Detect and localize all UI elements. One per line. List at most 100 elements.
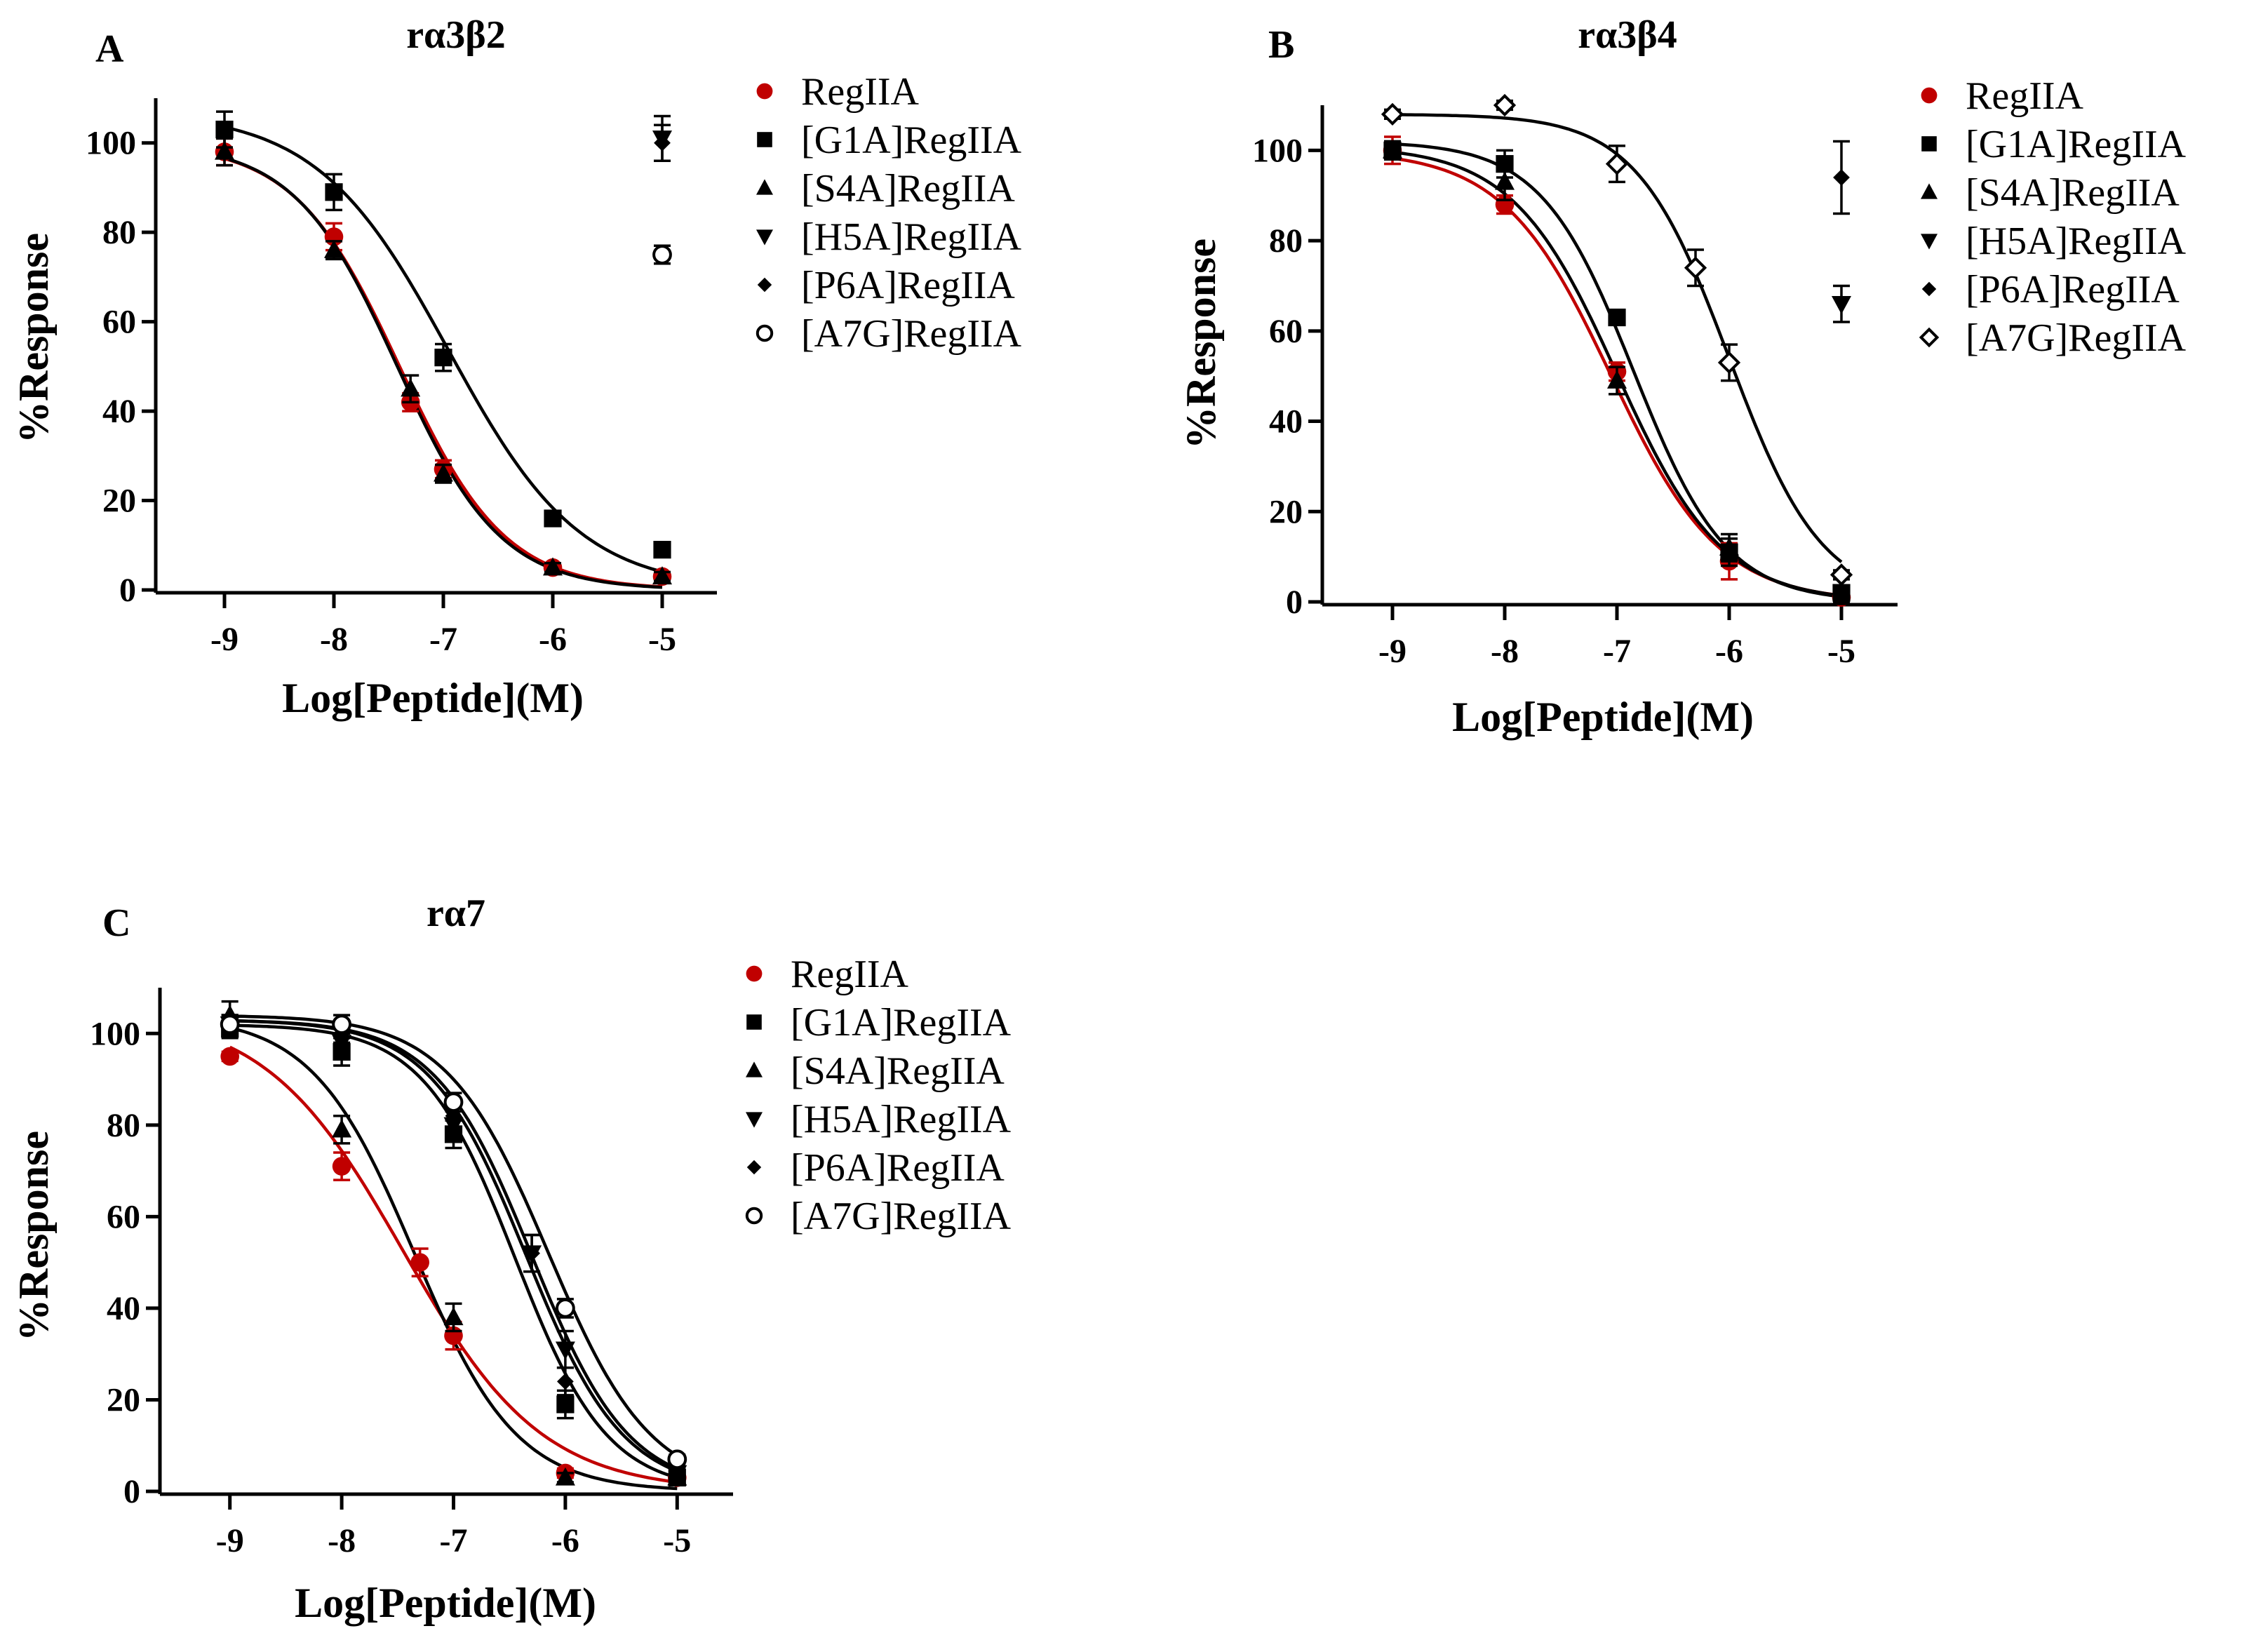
data-point [557, 1373, 574, 1390]
legend-entry: [A7G]RegIIA [791, 1195, 1012, 1238]
legend-entry: [S4A]RegIIA [791, 1049, 1005, 1093]
y-tick-label: 20 [102, 483, 136, 520]
data-point [544, 509, 562, 528]
legend-entry: RegIIA [801, 70, 920, 114]
data-point [1605, 152, 1629, 175]
legend-marker [1921, 136, 1937, 152]
fit-curve [224, 156, 663, 589]
data-point [410, 1253, 429, 1272]
y-tick-label: 0 [1286, 584, 1303, 621]
legend-entry: RegIIA [1966, 74, 2084, 118]
legend-marker [1921, 183, 1938, 199]
data-point [443, 1092, 464, 1113]
data-point [215, 121, 234, 139]
legend-entry: RegIIA [791, 953, 909, 996]
x-axis-label: Log[Peptide](M) [295, 1580, 596, 1626]
x-tick-label: -9 [210, 621, 239, 658]
legend-marker [757, 277, 772, 293]
x-tick-label: -5 [1827, 633, 1855, 670]
data-point [1608, 308, 1626, 327]
x-tick-label: -5 [663, 1522, 691, 1559]
legend-entry: [P6A]RegIIA [801, 264, 1015, 307]
fit-curve [224, 126, 663, 574]
data-point [220, 1047, 240, 1066]
legend-entry: [S4A]RegIIA [801, 167, 1015, 210]
data-point [220, 1014, 240, 1035]
data-point [1830, 563, 1853, 586]
y-tick-label: 20 [107, 1381, 140, 1418]
legend-marker [756, 83, 773, 100]
data-point [332, 1157, 351, 1176]
x-tick-label: -8 [1491, 633, 1519, 670]
data-point [523, 1244, 540, 1262]
legend-marker [746, 1061, 763, 1077]
data-point [1684, 256, 1707, 279]
data-point [1833, 169, 1850, 186]
plot-area: 0 20 40 60 80 100 -9 -8 -7 -6 -5 [90, 988, 733, 1559]
data-point [652, 566, 672, 585]
data-point [1495, 171, 1515, 190]
data-point [555, 1467, 575, 1486]
y-tick-label: 80 [102, 214, 136, 251]
plot-area: 0 20 40 60 80 100 -9 -8 -7 -6 -5 [1252, 93, 1898, 670]
fit-curve [224, 156, 663, 589]
y-tick-label: 0 [123, 1473, 140, 1510]
y-tick-label: 80 [1269, 222, 1303, 260]
data-point [215, 141, 234, 160]
data-point [654, 134, 671, 152]
panel-b: B rα3β4 0 20 40 60 80 100 -9 -8 -7 -6 -5 Log[Pepti… [1178, 13, 2187, 740]
panel-letter: B [1268, 23, 1294, 67]
y-tick-label: 60 [1269, 313, 1303, 350]
data-point [1493, 93, 1517, 117]
x-tick-label: -9 [1378, 633, 1407, 670]
y-axis-label: %Response [1178, 239, 1224, 449]
legend-marker [757, 132, 772, 147]
y-tick-label: 80 [107, 1107, 140, 1144]
panel-letter: C [102, 901, 130, 945]
legend-entry: [P6A]RegIIA [791, 1146, 1005, 1190]
fit-curve [229, 1014, 678, 1458]
data-point [556, 1395, 575, 1413]
panel-title: rα7 [427, 892, 485, 935]
legend-marker [746, 1014, 762, 1030]
legend-entry: [H5A]RegIIA [1966, 220, 2187, 263]
legend-marker [746, 1160, 762, 1175]
legend-marker [756, 179, 773, 195]
y-tick-label: 40 [1269, 403, 1303, 441]
data-point [443, 1307, 464, 1326]
x-tick-label: -5 [648, 621, 676, 658]
legend-entry: [P6A]RegIIA [1966, 268, 2180, 311]
data-point [652, 245, 672, 264]
plot-area: 0 20 40 60 80 100 -9 -8 -7 -6 -5 [86, 98, 717, 658]
data-point [1832, 296, 1851, 314]
legend-marker [756, 324, 774, 342]
x-axis-label: Log[Peptide](M) [282, 675, 584, 721]
data-point [653, 541, 671, 559]
legend-entry: [G1A]RegIIA [801, 119, 1022, 162]
y-tick-label: 20 [1269, 493, 1303, 530]
data-point [555, 1341, 575, 1360]
panel-title: rα3β2 [406, 13, 506, 57]
panel-c: C rα7 0 20 40 60 80 100 -9 -8 -7 -6 -5 Log[Peptide… [11, 892, 1012, 1626]
y-tick-label: 40 [102, 393, 136, 430]
legend-entry: [H5A]RegIIA [801, 215, 1022, 259]
data-point [434, 349, 452, 367]
y-tick-label: 40 [107, 1290, 140, 1327]
legend-entry: [G1A]RegIIA [791, 1001, 1012, 1045]
x-tick-label: -6 [1715, 633, 1743, 670]
data-point [543, 557, 563, 576]
legend-marker [1919, 327, 1940, 348]
legend-marker [1921, 87, 1938, 104]
legend-marker [746, 1112, 763, 1128]
data-point [332, 1014, 352, 1035]
x-tick-label: -6 [539, 621, 567, 658]
x-axis-label: Log[Peptide](M) [1452, 694, 1754, 740]
data-point [667, 1449, 687, 1470]
panel-title: rα3β4 [1578, 13, 1677, 57]
y-tick-label: 60 [102, 304, 136, 341]
panel-letter: A [95, 27, 124, 71]
fit-curve [229, 1019, 678, 1473]
y-axis-label: %Response [11, 1131, 57, 1341]
data-point [669, 1469, 686, 1486]
